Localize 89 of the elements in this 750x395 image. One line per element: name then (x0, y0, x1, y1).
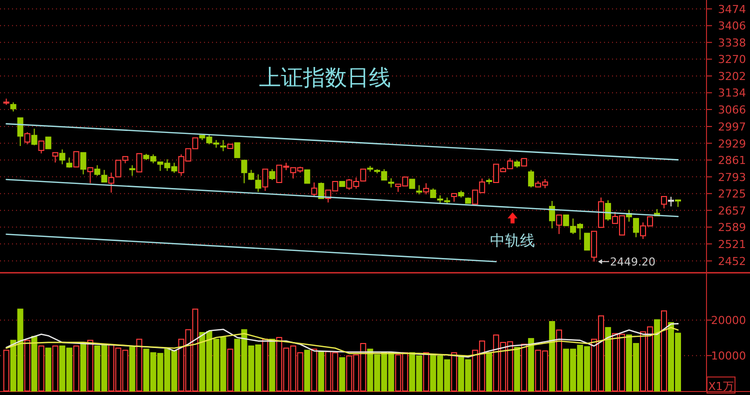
bar (311, 348, 318, 392)
candlestick (220, 140, 226, 152)
bar (38, 345, 44, 392)
candlestick (136, 153, 142, 172)
y-tick-label: 3202 (718, 70, 746, 83)
candlestick (633, 218, 640, 238)
candlestick (255, 174, 262, 192)
candlestick (262, 168, 268, 192)
candlestick (605, 200, 612, 222)
candlestick (318, 182, 324, 200)
y-tick-label: 2793 (718, 170, 746, 184)
candlestick (409, 178, 416, 189)
bar (339, 357, 346, 392)
bar (73, 345, 80, 392)
bar (528, 338, 534, 392)
y-tick-label: 3406 (718, 20, 746, 33)
candlestick (563, 214, 570, 226)
y-axis-title: X1万 (708, 380, 734, 393)
candlestick (668, 196, 674, 207)
candlestick (388, 178, 394, 188)
bar (227, 348, 234, 392)
candlestick (584, 232, 590, 251)
bar (318, 352, 324, 392)
candlestick (38, 140, 44, 154)
bar (3, 350, 10, 392)
candlestick (269, 168, 276, 181)
y-tick-label: 20000 (711, 314, 746, 328)
series-label: 中轨线 (490, 231, 536, 250)
text: 上证指数日线 (258, 66, 391, 91)
bar (129, 346, 136, 392)
y-tick-label: 2929 (718, 137, 746, 150)
bar (654, 319, 660, 392)
bar (514, 346, 520, 392)
candlestick (17, 117, 24, 146)
candlestick (311, 182, 318, 198)
bar (31, 336, 38, 392)
candlestick (234, 142, 240, 158)
candlestick (416, 184, 422, 195)
bar (661, 310, 668, 392)
y-tick-label: 2725 (718, 188, 746, 201)
candlestick (87, 167, 94, 184)
y-tick-label: 3134 (718, 86, 746, 100)
bar (304, 350, 310, 392)
candlestick (52, 152, 58, 164)
y-tick-label: 3474 (718, 2, 746, 16)
candlestick (73, 151, 80, 168)
bar (269, 338, 276, 392)
y-tick-label: 2521 (718, 238, 746, 251)
candlestick (430, 188, 436, 198)
bar (423, 352, 430, 392)
candlestick (10, 102, 16, 112)
y-tick-label: 3270 (718, 53, 746, 66)
candlestick (31, 128, 38, 146)
candlestick (24, 132, 30, 145)
bar (556, 330, 562, 392)
y-tick-label: 3338 (718, 36, 746, 50)
y-tick-label: 10000 (711, 350, 746, 363)
candlestick (129, 164, 136, 176)
bar (521, 344, 528, 392)
y-tick-label: 2589 (718, 221, 746, 234)
bar (45, 348, 52, 392)
candlestick (80, 152, 86, 175)
bar (24, 340, 30, 392)
candlestick (241, 160, 248, 184)
candlestick (59, 148, 66, 165)
candlestick (549, 200, 556, 229)
candlestick (423, 182, 430, 195)
bar (451, 352, 458, 392)
bar (87, 340, 94, 392)
candlestick (101, 169, 108, 183)
bar (80, 342, 86, 392)
bar (136, 338, 142, 392)
candlestick (556, 214, 562, 235)
bar (262, 338, 268, 392)
bar (605, 327, 612, 392)
candlestick (94, 164, 100, 176)
y-tick-label: 2997 (718, 120, 746, 134)
bar (486, 352, 492, 392)
candlestick (45, 136, 52, 150)
y-tick-label: 3066 (718, 103, 746, 116)
y-tick-label: 2861 (718, 154, 746, 168)
candlestick (661, 196, 668, 209)
candlestick (528, 169, 534, 188)
candlestick (304, 169, 310, 184)
bar (52, 345, 58, 392)
y-tick-label: 2657 (718, 204, 746, 218)
bar (549, 321, 556, 392)
annotation: 2449.20 (610, 256, 656, 269)
y-tick-label: 2452 (718, 254, 746, 268)
